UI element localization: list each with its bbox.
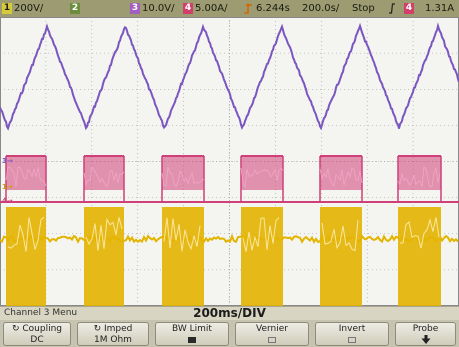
time-scale[interactable]: 200.0s/: [302, 3, 340, 14]
ch4-ground-marker[interactable]: 4→: [2, 197, 13, 205]
ch3-waveform: [0, 22, 459, 131]
ch1-burst: [398, 207, 441, 306]
softkey-row: ↻ Coupling DC ↻ Imped 1M Ohm BW Limit Ve…: [0, 320, 459, 347]
down-arrow-icon: [421, 335, 430, 344]
ch1-baseline: [0, 233, 459, 245]
ch1-scale-value: 200V/: [14, 3, 44, 14]
ch1-burst: [320, 207, 362, 306]
ch4-scale[interactable]: 4 5.00A/: [183, 2, 227, 15]
empty-indicator-icon: [348, 336, 356, 343]
coupling-label: Coupling: [22, 324, 63, 334]
ch1-burst: [241, 207, 283, 306]
bw-limit-label: BW Limit: [172, 324, 212, 334]
trigger-position-icon: [243, 2, 253, 15]
coupling-value: DC: [30, 335, 44, 345]
ch1-chip: 1: [2, 3, 12, 14]
ch2-chip: 2: [70, 3, 80, 14]
menu-bar: Channel 3 Menu 200ms/DIV: [0, 306, 459, 320]
ch4-burst-noise: [319, 167, 363, 187]
ch3-ground-marker[interactable]: 3→: [2, 157, 13, 165]
ch1-burst-noise: [242, 217, 280, 252]
vernier-softkey[interactable]: Vernier: [235, 322, 309, 346]
filled-indicator-icon: [188, 336, 196, 343]
imped-value: 1M Ohm: [94, 335, 132, 345]
ch3-chip: 3: [130, 3, 140, 14]
ch1-burst: [84, 207, 124, 306]
invert-softkey[interactable]: Invert: [315, 322, 389, 346]
ch1-scale[interactable]: 1 200V/: [2, 2, 43, 15]
ch4-burst-noise: [397, 166, 441, 188]
ch1-ground-marker[interactable]: 1→: [2, 183, 13, 191]
horizontal-delay[interactable]: 6.244s: [256, 3, 290, 14]
menu-title: Channel 3 Menu: [4, 308, 78, 318]
probe-softkey[interactable]: Probe: [395, 322, 456, 346]
invert-label: Invert: [338, 324, 366, 334]
ch3-scale-value: 10.0V/: [142, 3, 175, 14]
ch4-burst: [241, 156, 283, 190]
ch1-burst: [6, 207, 46, 306]
rising-edge-icon: [388, 2, 396, 15]
imped-softkey[interactable]: ↻ Imped 1M Ohm: [77, 322, 149, 346]
ch4-trace: [0, 155, 459, 203]
status-bar: 1 200V/ 2 3 10.0V/ 4 5.00A/ 6.244s 200.0s/ …: [0, 0, 459, 17]
trigger-source[interactable]: 4: [404, 2, 416, 15]
trigger-chip: 4: [404, 3, 414, 14]
waveform-traces: [0, 22, 459, 306]
ch1-burst-noise: [7, 216, 45, 252]
vernier-label: Vernier: [256, 324, 288, 334]
imped-label: Imped: [104, 324, 133, 334]
ch1-burst-noise: [321, 220, 359, 252]
timebase-readout: 200ms/DIV: [193, 306, 266, 320]
ch1-trace: [0, 207, 459, 306]
ch4-scale-value: 5.00A/: [195, 3, 228, 14]
ch1-burst-noise: [85, 217, 123, 251]
ch1-burst-noise: [400, 217, 440, 249]
ch4-burst: [162, 156, 204, 190]
ch4-burst: [84, 156, 124, 190]
ch3-scale[interactable]: 3 10.0V/: [130, 2, 174, 15]
ch1-burst: [162, 207, 204, 306]
empty-indicator-icon: [268, 336, 276, 343]
run-state: Stop: [352, 3, 375, 14]
coupling-softkey[interactable]: ↻ Coupling DC: [3, 322, 71, 346]
ch2-scale[interactable]: 2: [70, 2, 82, 15]
ch4-chip: 4: [183, 3, 193, 14]
ch1-burst-noise: [163, 217, 201, 252]
waveform-display[interactable]: 3→ 1→ 4→: [0, 17, 459, 306]
rotate-icon: ↻: [93, 324, 102, 334]
rotate-icon: ↻: [11, 324, 20, 334]
ch4-burst-noise: [5, 166, 47, 188]
ch3-trace: [0, 22, 459, 131]
trigger-level[interactable]: 1.31A: [425, 3, 455, 14]
ch4-burst-noise: [83, 166, 125, 188]
ch4-burst: [398, 156, 441, 190]
ch4-burst-noise: [240, 167, 284, 189]
bw-limit-softkey[interactable]: BW Limit: [155, 322, 229, 346]
ch4-burst-noise: [161, 166, 205, 188]
probe-label: Probe: [412, 324, 439, 334]
